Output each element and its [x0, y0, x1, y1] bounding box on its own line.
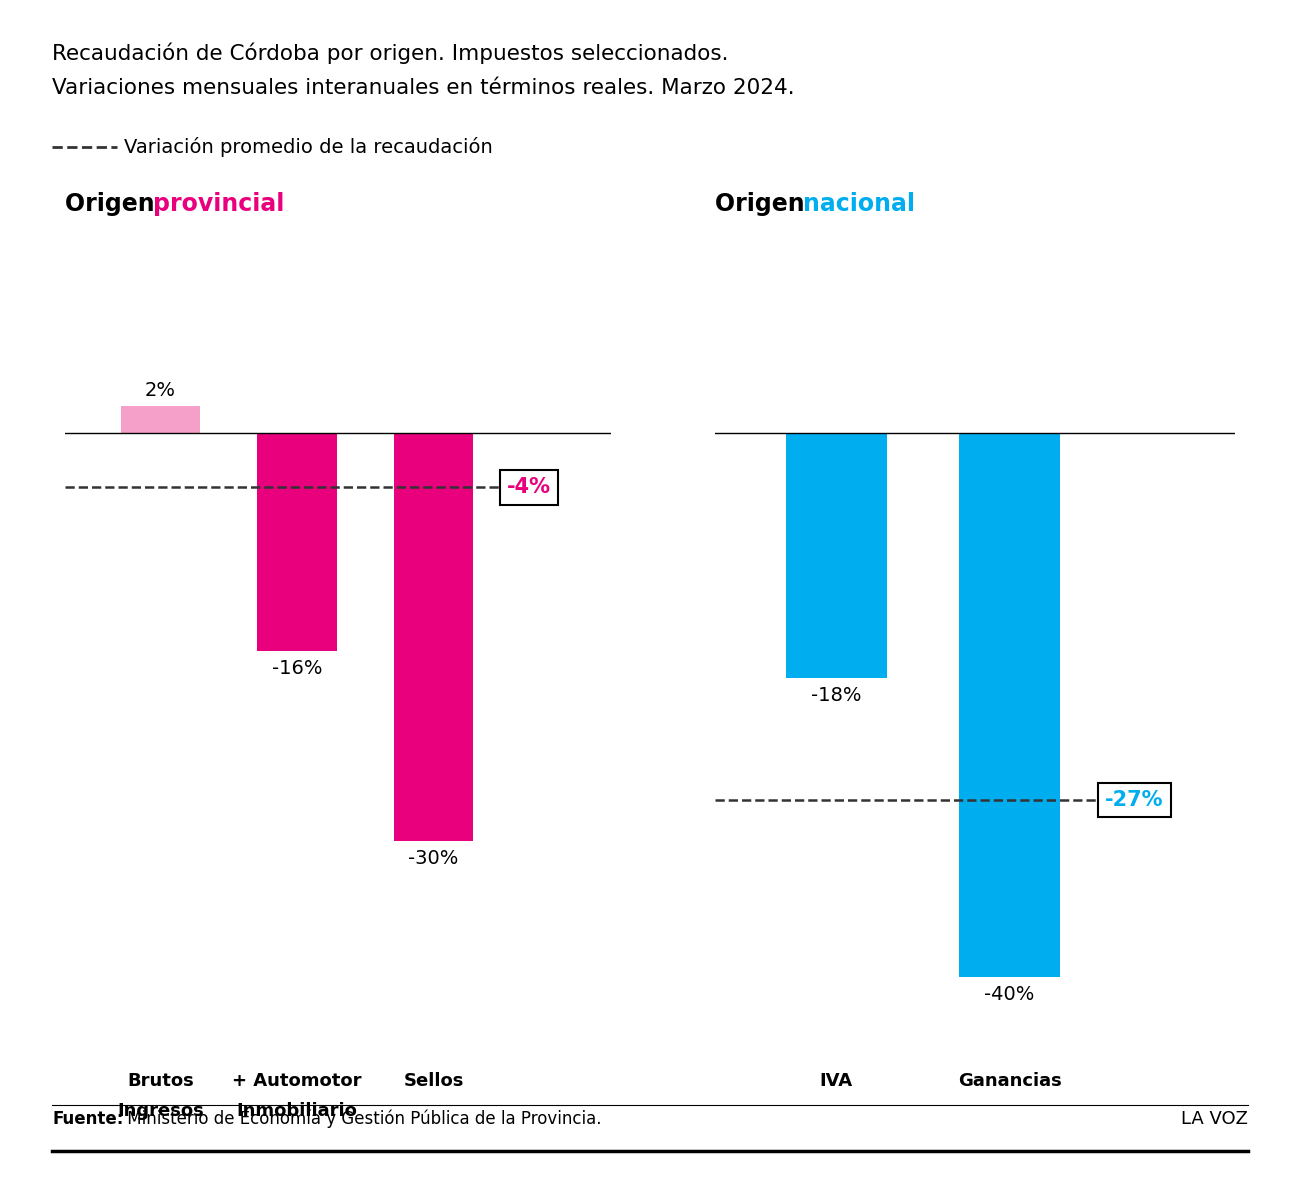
Text: Variación promedio de la recaudación: Variación promedio de la recaudación — [124, 137, 493, 156]
Text: Ingresos: Ingresos — [117, 1103, 204, 1121]
Text: -4%: -4% — [507, 478, 551, 497]
Bar — [959, 434, 1060, 976]
Bar — [786, 434, 887, 677]
Text: 2%: 2% — [146, 382, 176, 400]
Text: LA VOZ: LA VOZ — [1182, 1110, 1248, 1128]
Text: + Automotor: + Automotor — [233, 1072, 361, 1091]
Text: Origen: Origen — [65, 192, 162, 216]
Text: IVA: IVA — [820, 1072, 853, 1091]
Bar — [394, 434, 473, 841]
Text: Variaciones mensuales interanuales en términos reales. Marzo 2024.: Variaciones mensuales interanuales en té… — [52, 78, 794, 98]
Text: Brutos: Brutos — [127, 1072, 194, 1091]
Text: -27%: -27% — [1105, 790, 1164, 811]
Text: Inmobiliario: Inmobiliario — [237, 1103, 358, 1121]
Text: Origen: Origen — [715, 192, 812, 216]
Text: Ganancias: Ganancias — [958, 1072, 1062, 1091]
Text: -30%: -30% — [408, 849, 459, 868]
Text: Sellos: Sellos — [403, 1072, 464, 1091]
Text: -16%: -16% — [272, 658, 322, 677]
Text: Recaudación de Córdoba por origen. Impuestos seleccionados.: Recaudación de Córdoba por origen. Impue… — [52, 42, 728, 64]
Text: Fuente:: Fuente: — [52, 1110, 124, 1128]
Bar — [121, 406, 200, 434]
Text: -18%: -18% — [811, 686, 862, 705]
Text: provincial: provincial — [153, 192, 285, 216]
Text: nacional: nacional — [803, 192, 915, 216]
Text: -40%: -40% — [984, 985, 1035, 1004]
Text: Ministerio de Economía y Gestión Pública de la Provincia.: Ministerio de Economía y Gestión Pública… — [122, 1110, 602, 1128]
Bar — [257, 434, 337, 651]
